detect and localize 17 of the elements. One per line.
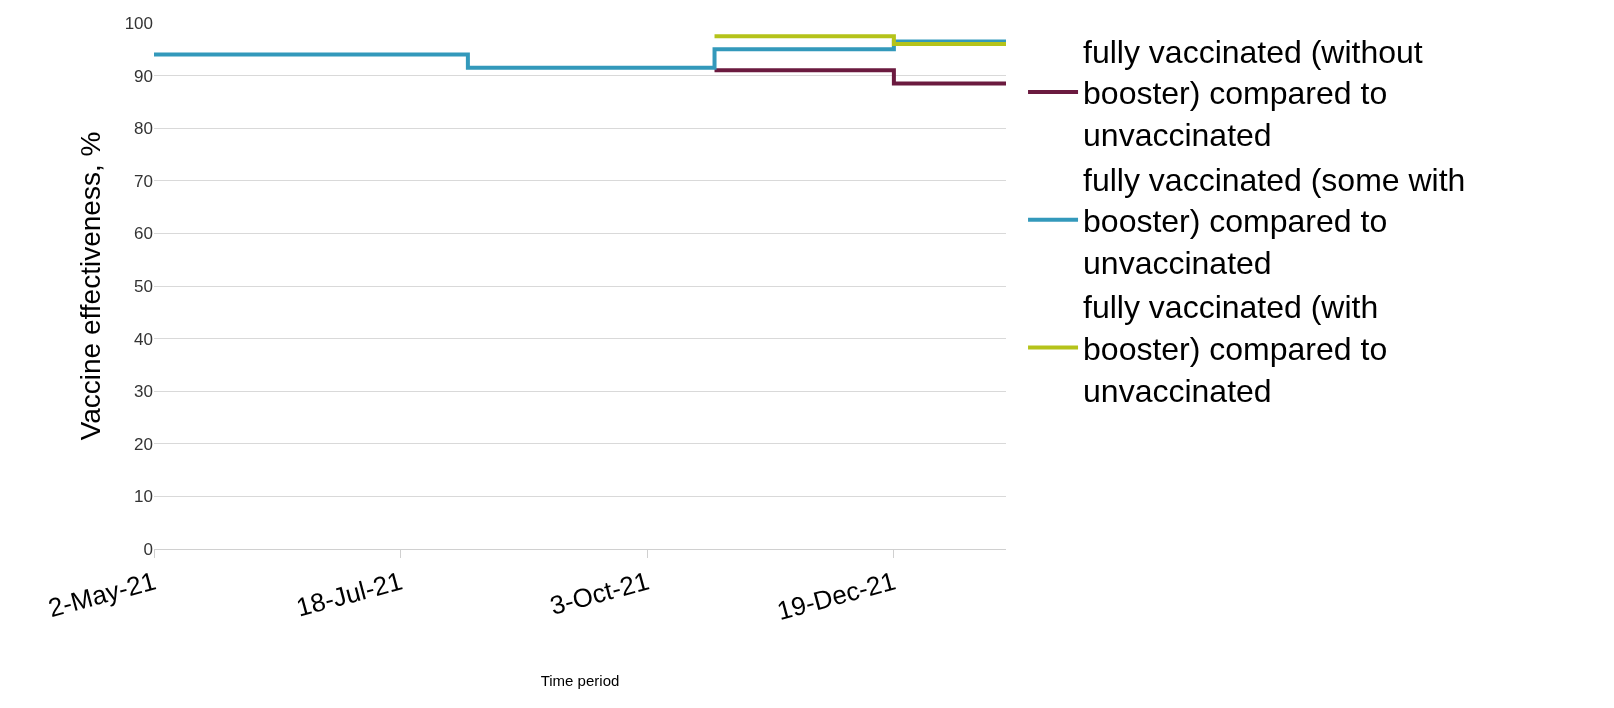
y-axis-title: Vaccine effectiveness, % bbox=[75, 131, 107, 441]
legend-label: fully vaccinated (with booster) compared to unvaccinated bbox=[1083, 289, 1388, 409]
y-tick-label: 100 bbox=[124, 13, 153, 33]
y-tick-label: 80 bbox=[134, 119, 153, 139]
y-tick-label: 70 bbox=[134, 171, 153, 191]
y-tick-label: 20 bbox=[134, 434, 153, 454]
y-tick-label: 0 bbox=[143, 539, 153, 559]
x-axis-title: Time period bbox=[540, 671, 620, 689]
y-tick-label: 30 bbox=[134, 382, 153, 402]
x-tick-label: 3-Oct-21 bbox=[546, 565, 653, 621]
x-tick-label: 18-Jul-21 bbox=[293, 565, 406, 623]
y-tick-label: 60 bbox=[134, 224, 153, 244]
y-tick-label: 90 bbox=[134, 66, 153, 86]
y-tick-label: 10 bbox=[134, 487, 153, 507]
y-tick-label: 50 bbox=[134, 276, 153, 296]
x-tick-label: 2-May-21 bbox=[45, 565, 159, 623]
y-tick-label: 40 bbox=[134, 329, 153, 349]
